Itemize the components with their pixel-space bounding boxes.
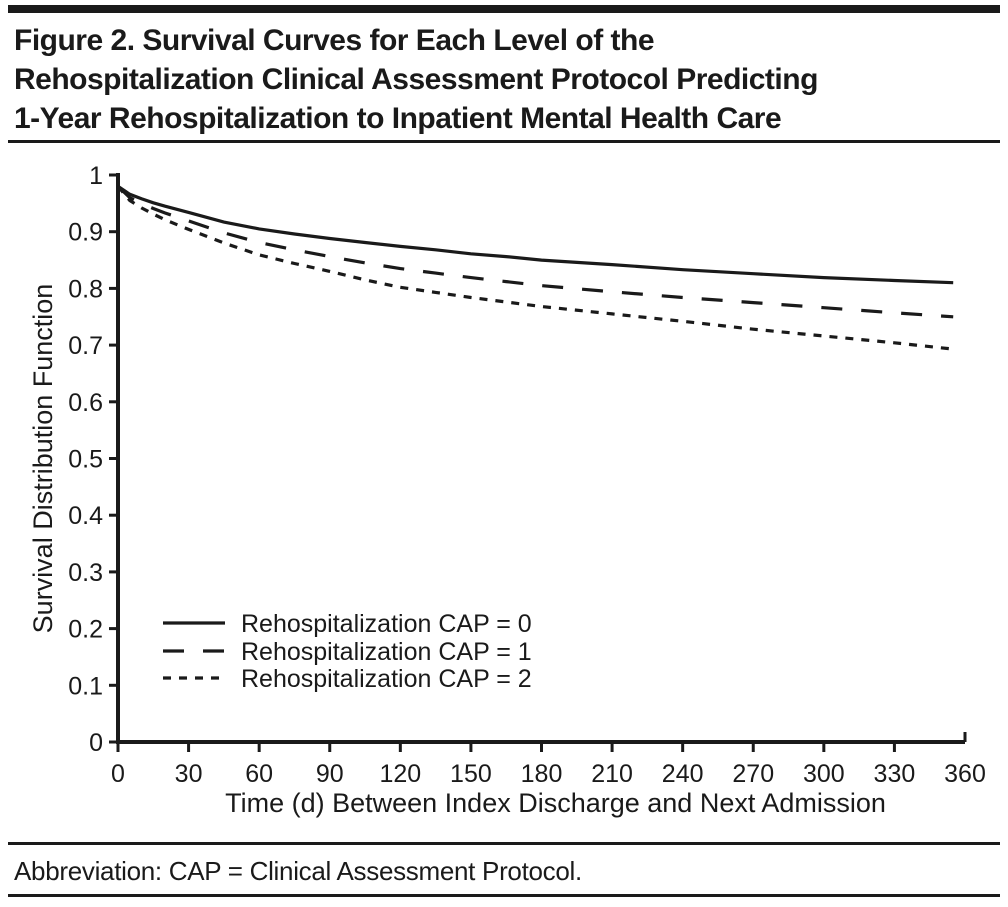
- figure-title-line-3: 1-Year Rehospitalization to Inpatient Me…: [14, 102, 782, 135]
- y-tick-label: 0.1: [68, 672, 103, 700]
- header-top-bar: [8, 5, 1000, 13]
- x-tick-label: 30: [175, 760, 203, 788]
- y-tick-label: 0.5: [68, 446, 103, 474]
- y-tick-label: 1: [89, 162, 103, 190]
- figure-title-line-1: Figure 2. Survival Curves for Each Level…: [14, 24, 655, 57]
- legend-label-cap-1: Rehospitalization CAP = 1: [241, 638, 532, 666]
- x-tick-label: 90: [316, 760, 344, 788]
- y-tick-label: 0.3: [68, 559, 103, 587]
- x-tick-label: 150: [450, 760, 492, 788]
- y-tick-label: 0.9: [68, 219, 103, 247]
- x-tick-label: 300: [803, 760, 845, 788]
- y-tick-label: 0: [89, 729, 103, 757]
- y-tick-label: 0.6: [68, 389, 103, 417]
- figure-title-line-2: Rehospitalization Clinical Assessment Pr…: [14, 63, 818, 96]
- y-tick-label: 0.8: [68, 275, 103, 303]
- curve-cap-0: [117, 184, 954, 285]
- y-axis-title: Survival Distribution Function: [28, 284, 58, 634]
- x-tick-label: 180: [521, 760, 563, 788]
- survival-curves-chart: 0 0.1 0.2 0.3 0.4 0.5 0.6 0.7 0.8 0.9 1 0 30 60 90 120 1…: [28, 162, 986, 818]
- abbreviation-note: Abbreviation: CAP = Clinical Assessment …: [14, 856, 582, 886]
- x-tick-label: 360: [944, 760, 986, 788]
- footer-divider-rule-bottom: [8, 894, 1000, 897]
- title-divider-rule: [8, 140, 1000, 143]
- x-tick-label: 120: [379, 760, 421, 788]
- figure-title: Figure 2. Survival Curves for Each Level…: [14, 21, 996, 138]
- footer-divider-rule-top: [8, 842, 1000, 845]
- legend-label-cap-2: Rehospitalization CAP = 2: [241, 665, 532, 693]
- x-axis-title: Time (d) Between Index Discharge and Nex…: [225, 788, 886, 818]
- x-tick-label: 60: [245, 760, 273, 788]
- x-tick-label: 270: [732, 760, 774, 788]
- y-tick-label: 0.2: [68, 616, 103, 644]
- curve-cap-2: [116, 185, 954, 351]
- y-tick-label: 0.7: [68, 332, 103, 360]
- x-tick-label: 330: [874, 760, 916, 788]
- x-tick-label: 240: [662, 760, 704, 788]
- y-tick-label: 0.4: [68, 502, 103, 530]
- curve-cap-1: [116, 185, 954, 319]
- legend-label-cap-0: Rehospitalization CAP = 0: [241, 610, 532, 638]
- x-tick-label: 0: [111, 760, 125, 788]
- x-tick-label: 210: [591, 760, 633, 788]
